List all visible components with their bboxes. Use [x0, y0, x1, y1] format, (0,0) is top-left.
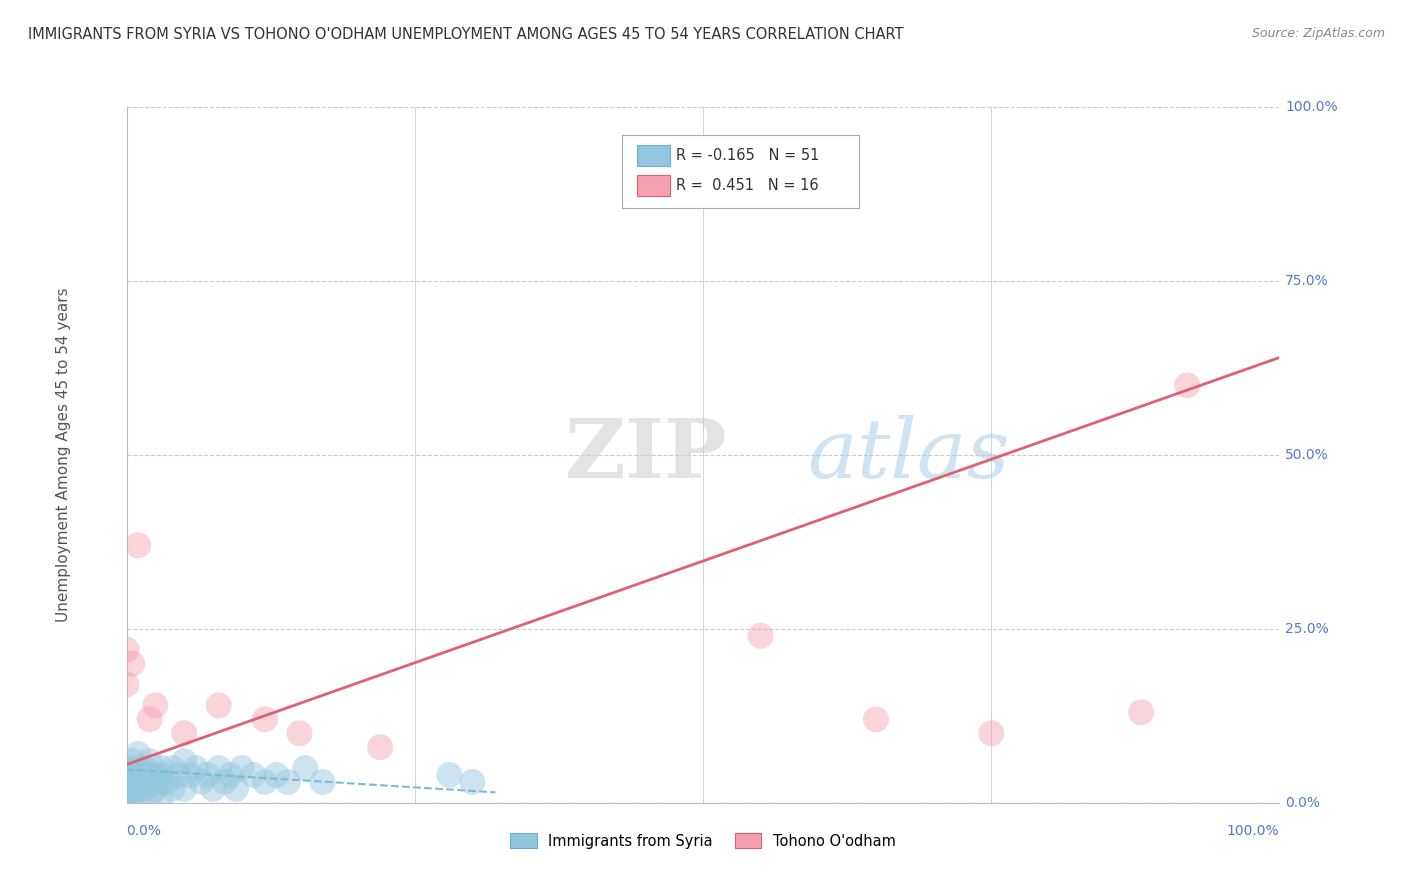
- Text: R =  0.451   N = 16: R = 0.451 N = 16: [676, 178, 820, 194]
- Point: [150, 775, 173, 789]
- Point: [173, 754, 195, 768]
- Point: [132, 781, 155, 796]
- Point: [749, 629, 772, 643]
- Point: [219, 768, 242, 782]
- Text: IMMIGRANTS FROM SYRIA VS TOHONO O'ODHAM UNEMPLOYMENT AMONG AGES 45 TO 54 YEARS C: IMMIGRANTS FROM SYRIA VS TOHONO O'ODHAM …: [28, 27, 904, 42]
- Point: [865, 712, 887, 726]
- Point: [127, 775, 149, 789]
- Point: [179, 768, 201, 782]
- Point: [253, 712, 276, 726]
- Point: [115, 677, 138, 691]
- Point: [127, 781, 149, 796]
- Point: [461, 775, 484, 789]
- Text: 0.0%: 0.0%: [1285, 796, 1320, 810]
- Point: [156, 775, 179, 789]
- Point: [145, 768, 166, 782]
- Point: [214, 775, 236, 789]
- Point: [138, 768, 160, 782]
- Point: [127, 538, 149, 552]
- Text: Unemployment Among Ages 45 to 54 years: Unemployment Among Ages 45 to 54 years: [56, 287, 70, 623]
- Text: Source: ZipAtlas.com: Source: ZipAtlas.com: [1251, 27, 1385, 40]
- Point: [162, 781, 184, 796]
- Point: [138, 789, 160, 803]
- Point: [121, 775, 143, 789]
- Point: [167, 768, 190, 782]
- Point: [294, 761, 316, 775]
- Point: [288, 726, 311, 740]
- Point: [145, 698, 166, 713]
- Text: ZIP: ZIP: [565, 415, 727, 495]
- Point: [368, 740, 391, 755]
- FancyBboxPatch shape: [623, 135, 859, 208]
- Point: [121, 754, 143, 768]
- Point: [980, 726, 1002, 740]
- Point: [150, 761, 173, 775]
- Point: [115, 761, 138, 775]
- Text: 0.0%: 0.0%: [127, 823, 162, 838]
- Point: [127, 761, 149, 775]
- Text: 100.0%: 100.0%: [1227, 823, 1279, 838]
- Text: R = -0.165   N = 51: R = -0.165 N = 51: [676, 148, 820, 163]
- Bar: [637, 145, 669, 166]
- Point: [208, 761, 231, 775]
- Point: [1175, 378, 1198, 392]
- Point: [242, 768, 264, 782]
- Text: 100.0%: 100.0%: [1285, 100, 1339, 114]
- Point: [115, 789, 138, 803]
- Point: [266, 768, 288, 782]
- Point: [162, 761, 184, 775]
- Point: [127, 747, 149, 761]
- Point: [195, 768, 218, 782]
- Text: 75.0%: 75.0%: [1285, 274, 1329, 288]
- Point: [311, 775, 333, 789]
- Point: [115, 768, 138, 782]
- Point: [138, 775, 160, 789]
- Point: [439, 768, 461, 782]
- Bar: [637, 175, 669, 196]
- Point: [173, 726, 195, 740]
- Point: [145, 781, 166, 796]
- Point: [190, 775, 212, 789]
- Point: [208, 698, 231, 713]
- Text: atlas: atlas: [807, 415, 1010, 495]
- Legend: Immigrants from Syria, Tohono O'odham: Immigrants from Syria, Tohono O'odham: [505, 828, 901, 855]
- Point: [132, 761, 155, 775]
- Point: [1130, 706, 1153, 720]
- Point: [121, 768, 143, 782]
- Point: [115, 781, 138, 796]
- Point: [121, 789, 143, 803]
- Point: [121, 657, 143, 671]
- Point: [150, 768, 173, 782]
- Point: [225, 781, 247, 796]
- Point: [173, 781, 195, 796]
- Point: [138, 712, 160, 726]
- Point: [201, 781, 224, 796]
- Point: [231, 761, 253, 775]
- Point: [184, 761, 207, 775]
- Point: [253, 775, 276, 789]
- Text: 25.0%: 25.0%: [1285, 622, 1329, 636]
- Point: [277, 775, 299, 789]
- Point: [115, 792, 138, 806]
- Point: [115, 642, 138, 657]
- Text: 50.0%: 50.0%: [1285, 448, 1329, 462]
- Point: [150, 789, 173, 803]
- Point: [115, 775, 138, 789]
- Point: [127, 789, 149, 803]
- Point: [138, 754, 160, 768]
